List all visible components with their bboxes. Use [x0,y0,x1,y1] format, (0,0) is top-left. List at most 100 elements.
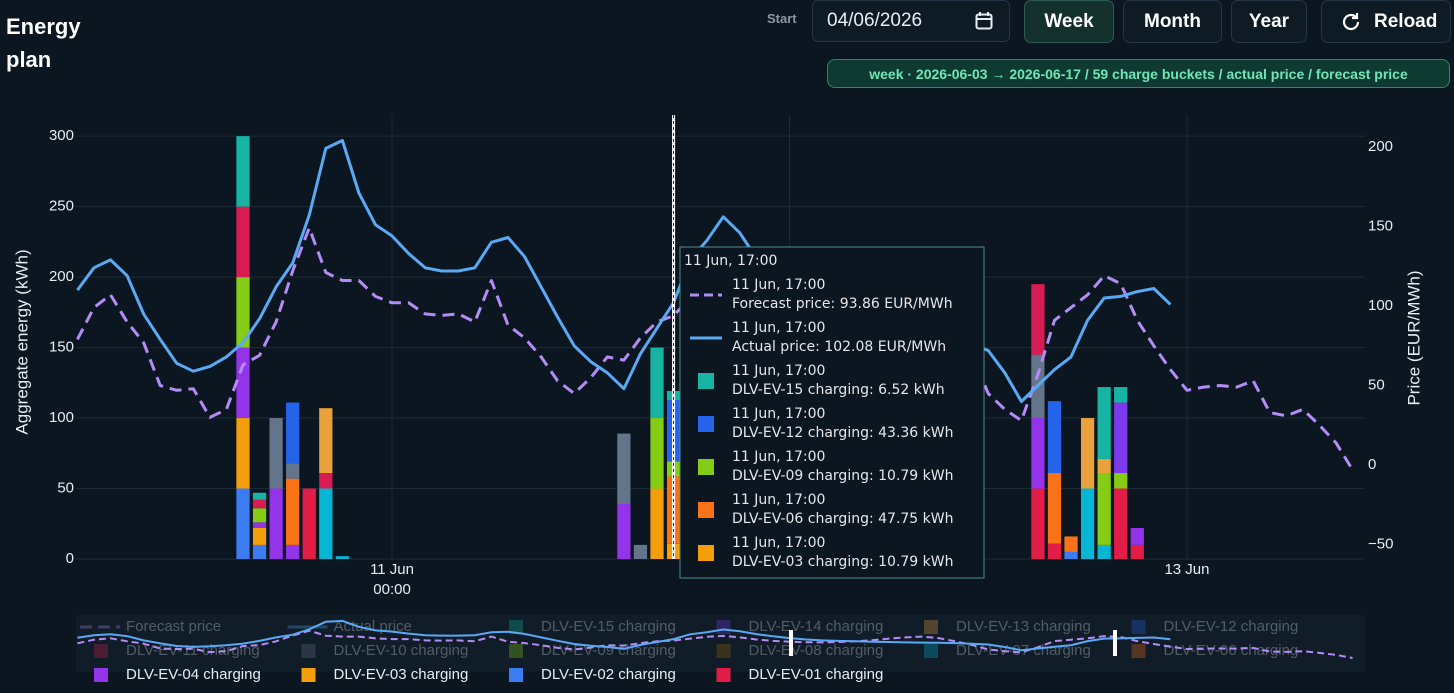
bar-segment [236,347,250,419]
bar-segment [252,492,267,500]
bar-segment [1114,402,1128,474]
y2-tick-label: 200 [1368,138,1393,155]
bar-segment [236,277,250,348]
legend-swatch [924,620,938,634]
tooltip-time: 11 Jun, 17:00 [732,406,825,422]
bar-segment [1080,488,1095,559]
legend-item[interactable]: DLV-EV-02 charging [509,666,676,683]
legend-label: DLV-EV-04 charging [126,666,261,683]
legend-label: DLV-EV-07 charging [956,642,1091,659]
legend-swatch [1131,644,1146,658]
month-button[interactable]: Month [1123,0,1222,43]
bar-segment [650,347,664,419]
bar-segment [666,543,681,559]
legend-item[interactable]: Actual price [287,618,412,635]
y2-tick-label: −50 [1368,536,1393,553]
bar-segment [269,488,283,559]
bar-segment [335,556,349,559]
legend-swatch [509,668,523,682]
year-button[interactable]: Year [1231,0,1307,43]
legend-item[interactable]: DLV-EV-09 charging [509,642,676,659]
range-slider[interactable] [76,615,1365,672]
start-label: Start [767,11,797,26]
bar-segment [1031,284,1045,355]
legend-swatch [301,668,316,682]
bar-segment [236,488,250,559]
legend-label: DLV-EV-08 charging [749,642,884,659]
bar-segment [650,488,664,559]
bar-segment [633,544,648,559]
x-tick-label: 11 Jun [370,561,414,578]
tooltip-title: 11 Jun, 17:00 [684,253,777,269]
bar-segment [1097,387,1111,459]
legend-item[interactable]: DLV-EV-06 charging [1131,642,1299,659]
week-button[interactable]: Week [1024,0,1114,43]
reload-button[interactable]: Reload [1321,0,1451,43]
legend-label: DLV-EV-14 charging [749,618,884,635]
legend-item[interactable]: DLV-EV-03 charging [301,666,469,683]
bar-segment [1031,488,1045,559]
legend-label: Forecast price [126,618,221,635]
bar-segment [319,473,333,489]
tooltip-swatch [698,373,714,389]
tooltip-time: 11 Jun, 17:00 [732,320,825,336]
tooltip-label: DLV-EV-15 charging: 6.52 kWh [732,382,945,398]
reload-text: Reload [1374,10,1438,32]
tooltip-time: 11 Jun, 17:00 [732,277,825,293]
legend-item[interactable]: DLV-EV-13 charging [924,618,1091,635]
legend-item[interactable]: DLV-EV-14 charging [716,618,884,635]
bar-segment [666,400,681,462]
legend-swatch [509,644,523,658]
legend-item[interactable]: DLV-EV-11 charging [94,642,260,659]
slider-handle[interactable] [1113,630,1117,656]
y2-tick-label: 150 [1368,217,1393,234]
legend-item[interactable]: DLV-EV-01 charging [716,666,884,683]
legend-item[interactable]: DLV-EV-08 charging [716,642,884,659]
tooltip-time: 11 Jun, 17:00 [732,535,825,551]
legend-swatch [716,668,731,682]
slider-handle[interactable] [789,630,793,656]
bar-segment [1031,354,1045,419]
bar-segment [1114,473,1128,489]
tooltip-label: Forecast price: 93.86 EUR/MWh [732,296,953,312]
bar-segment [286,544,300,559]
calendar-icon [975,12,993,30]
legend-label: DLV-EV-10 charging [334,642,469,659]
bar-segment [286,402,300,464]
bar-segment [319,408,333,474]
y-tick-label: 50 [57,479,74,496]
bar-segment [666,390,681,401]
date-input[interactable]: 04/06/2026 [812,0,1010,42]
legend-label: DLV-EV-06 charging [1164,642,1299,659]
bar-segment [1114,488,1128,559]
bar-segment [1047,543,1062,559]
legend-swatch [1131,620,1146,634]
bar-segment [1064,536,1078,552]
legend-item[interactable]: DLV-EV-07 charging [924,642,1091,659]
legend-item[interactable]: DLV-EV-12 charging [1131,618,1299,635]
tooltip-swatch [698,502,714,518]
y-tick-label: 0 [66,550,74,567]
y-tick-label: 150 [49,339,74,356]
bar-segment [236,418,250,489]
legend-item[interactable]: DLV-EV-15 charging [509,618,676,635]
y2-tick-label: 0 [1368,456,1376,473]
legend-swatch [301,644,316,658]
bar-segment [252,522,267,528]
legend-swatch [94,644,108,658]
bar-segment [252,508,267,523]
bar-segment [1047,401,1062,474]
bar-segment [1130,527,1144,545]
tooltip-swatch [698,459,714,475]
legend-item[interactable]: Forecast price [80,618,221,635]
legend-item[interactable]: DLV-EV-04 charging [94,666,261,683]
tooltip-time: 11 Jun, 17:00 [732,449,825,465]
y-axis-title: Aggregate energy (kWh) [12,249,31,434]
bar-segment [269,418,283,489]
bar-segment [666,476,681,544]
legend-item[interactable]: DLV-EV-10 charging [301,642,469,659]
reload-icon [1342,12,1360,30]
legend-swatch [716,644,731,658]
